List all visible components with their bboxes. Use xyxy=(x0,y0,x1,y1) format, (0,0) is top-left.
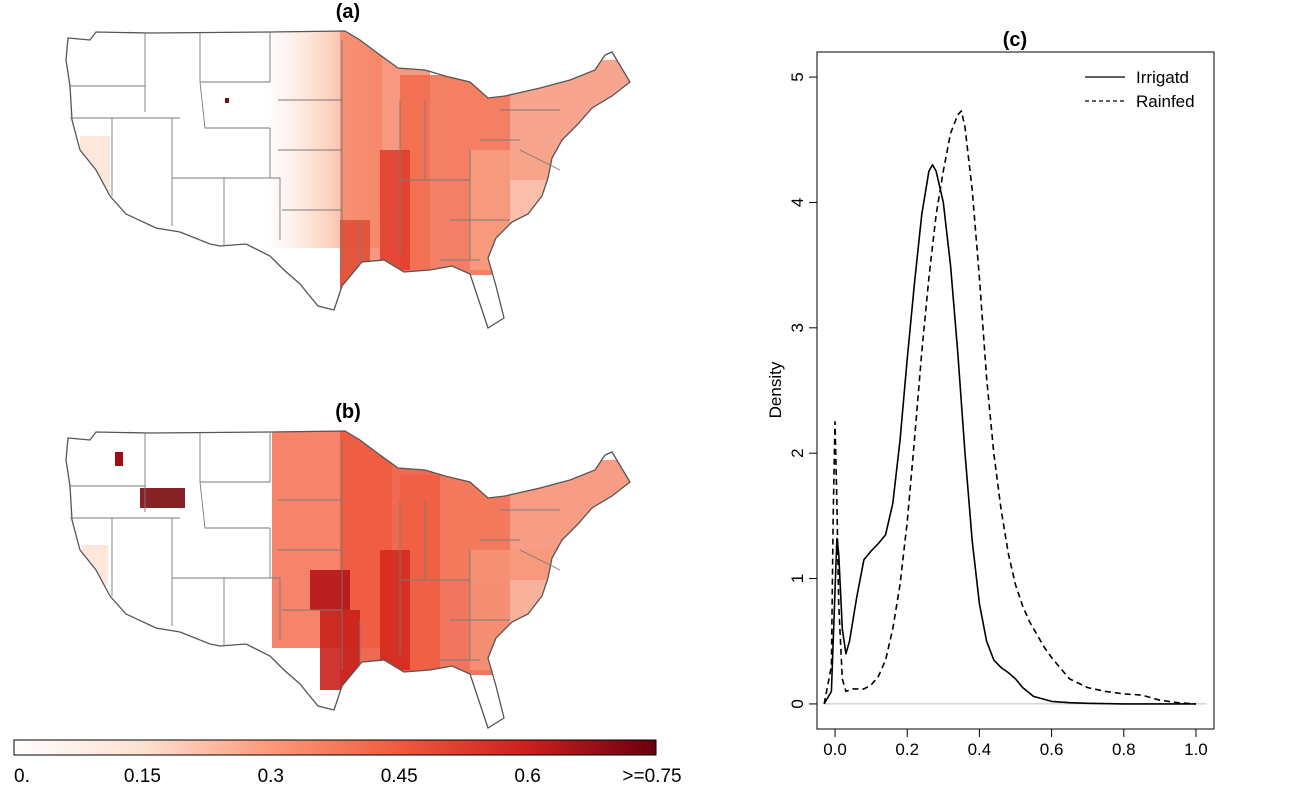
y-axis: 0 1 2 3 4 5 xyxy=(788,72,817,709)
y-tick-label: 1 xyxy=(788,574,807,583)
map-a-state-lines xyxy=(70,32,561,270)
legend: Irrigatd Rainfed xyxy=(1085,68,1195,111)
y-axis-label: Density xyxy=(766,361,785,418)
colorbar-label: 0.15 xyxy=(124,766,161,787)
series-line-rainfed xyxy=(823,110,1197,705)
x-tick-label: 1.0 xyxy=(1184,740,1208,759)
x-axis: 0.0 0.2 0.4 0.6 0.8 1.0 xyxy=(823,729,1208,759)
colorbar: 0. 0.15 0.3 0.45 0.6 >=0.75 xyxy=(13,739,682,787)
plot-frame xyxy=(816,51,1215,730)
colorbar-gradient xyxy=(13,739,657,756)
x-tick-label: 0.2 xyxy=(895,740,919,759)
y-tick-label: 4 xyxy=(788,198,807,207)
colorbar-label: 0.3 xyxy=(258,766,284,787)
colorbar-label: 0.6 xyxy=(514,766,540,787)
x-tick-label: 0.0 xyxy=(823,740,847,759)
panel-a-title: (a) xyxy=(336,1,360,23)
panel-c-title: (c) xyxy=(1003,29,1027,51)
map-a-fill xyxy=(66,31,630,328)
legend-label-irrigatd: Irrigatd xyxy=(1136,68,1189,87)
map-b-fill xyxy=(66,431,630,728)
panel-b-title: (b) xyxy=(335,401,361,423)
y-tick-label: 3 xyxy=(788,323,807,332)
y-tick-label: 2 xyxy=(788,448,807,457)
colorbar-label: >=0.75 xyxy=(622,766,681,787)
y-tick-label: 0 xyxy=(788,699,807,708)
x-tick-label: 0.6 xyxy=(1040,740,1064,759)
legend-label-rainfed: Rainfed xyxy=(1136,92,1195,111)
map-panel-b: (b) xyxy=(65,401,631,729)
x-tick-label: 0.8 xyxy=(1112,740,1136,759)
x-tick-label: 0.4 xyxy=(968,740,992,759)
series-line-irrigatd xyxy=(823,164,1196,705)
density-plot: (c) Density 0.0 0.2 0.4 0.6 0.8 1.0 0 1 2 3 4 5 Ir… xyxy=(766,29,1215,759)
map-panel-a: (a) xyxy=(65,1,631,329)
y-tick-label: 5 xyxy=(788,72,807,81)
colorbar-label: 0. xyxy=(14,766,30,787)
map-b-state-lines xyxy=(70,432,561,670)
colorbar-label: 0.45 xyxy=(381,766,418,787)
